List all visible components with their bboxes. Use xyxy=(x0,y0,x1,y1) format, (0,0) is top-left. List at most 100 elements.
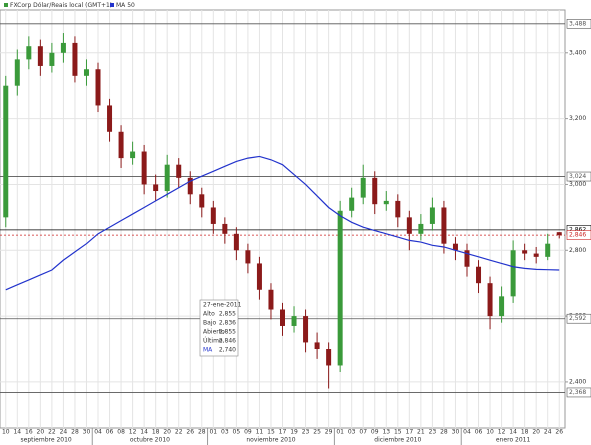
candle-body xyxy=(130,151,136,159)
x-tick-label: 14 xyxy=(509,429,517,436)
x-tick-label: 15 xyxy=(267,429,275,436)
candle-body xyxy=(326,349,332,366)
month-label: septiembre 2010 xyxy=(21,437,72,444)
x-tick-label: 28 xyxy=(198,429,206,436)
y-tick-label: 3,000 xyxy=(569,181,586,188)
month-label: enero 2011 xyxy=(496,437,531,444)
x-tick-label: 01 xyxy=(209,429,217,436)
candle-body xyxy=(83,69,89,76)
candle-body xyxy=(37,46,43,66)
month-label: octubre 2010 xyxy=(130,437,170,444)
candle-body xyxy=(441,207,447,244)
candle-body xyxy=(303,316,309,343)
candle-body xyxy=(164,164,170,192)
tooltip-key: Último xyxy=(203,338,223,345)
candle-body xyxy=(395,200,401,218)
x-tick-label: 17 xyxy=(406,429,414,436)
x-tick-label: 11 xyxy=(256,429,264,436)
candle-body xyxy=(141,151,147,185)
x-tick-label: 12 xyxy=(498,429,506,436)
y-tick-label: 2,800 xyxy=(569,247,586,254)
reference-label-box xyxy=(566,313,591,324)
candle-body xyxy=(3,85,9,218)
x-tick-label: 20 xyxy=(163,429,171,436)
candle-body xyxy=(60,42,66,53)
candle-body xyxy=(337,210,343,366)
x-tick-label: 22 xyxy=(175,429,183,436)
x-tick-label: 26 xyxy=(555,429,563,436)
reference-label-box xyxy=(566,387,591,398)
candle-body xyxy=(418,223,424,234)
x-tick-label: 03 xyxy=(221,429,229,436)
x-tick-label: 14 xyxy=(140,429,148,436)
candle-body xyxy=(349,197,355,211)
tooltip-key: Bajo xyxy=(203,320,216,327)
x-tick-label: 30 xyxy=(83,429,91,436)
candle-body xyxy=(107,105,113,132)
reference-label: 2,368 xyxy=(569,389,586,396)
candle-body xyxy=(314,342,320,350)
candle-body xyxy=(533,253,539,257)
candle-body xyxy=(153,184,159,192)
candle-body xyxy=(210,207,216,224)
x-tick-label: 09 xyxy=(371,429,379,436)
x-tick-label: 20 xyxy=(37,429,45,436)
x-tick-label: 29 xyxy=(325,429,333,436)
x-tick-label: 16 xyxy=(25,429,33,436)
tooltip-value: 2,846 xyxy=(219,338,236,345)
candle-body xyxy=(476,266,482,284)
tooltip-value: 2,740 xyxy=(219,347,236,354)
candle-body xyxy=(545,243,551,257)
x-tick-label: 08 xyxy=(117,429,125,436)
x-tick-label: 03 xyxy=(348,429,356,436)
candle-body xyxy=(522,250,528,254)
y-tick-label: 2,400 xyxy=(569,378,586,385)
candle-body xyxy=(187,177,193,195)
x-tick-label: 12 xyxy=(129,429,137,436)
candle-body xyxy=(245,250,251,264)
x-tick-label: 20 xyxy=(532,429,540,436)
x-tick-label: 04 xyxy=(463,429,471,436)
candle-body xyxy=(464,250,470,267)
legend-swatch xyxy=(4,3,8,7)
candle-body xyxy=(72,42,78,76)
x-tick-label: 06 xyxy=(106,429,114,436)
x-tick-label: 28 xyxy=(71,429,79,436)
tooltip-box xyxy=(199,299,239,357)
x-tick-label: 24 xyxy=(60,429,68,436)
candle-body xyxy=(556,232,562,236)
reference-label: 2,862 xyxy=(569,226,586,233)
candle-body xyxy=(222,223,228,234)
reference-label: 2,592 xyxy=(569,315,586,322)
y-tick-label: 3,400 xyxy=(569,49,586,56)
candle-body xyxy=(406,217,412,234)
reference-label: 3,024 xyxy=(569,173,586,180)
tooltip-key: Abierto xyxy=(203,329,225,336)
x-tick-label: 09 xyxy=(244,429,252,436)
tooltip-key: Alto xyxy=(203,311,215,318)
candle-body xyxy=(26,46,32,60)
candle-body xyxy=(291,316,297,326)
x-tick-label: 25 xyxy=(313,429,321,436)
x-tick-label: 05 xyxy=(233,429,241,436)
reference-label-box xyxy=(566,19,591,29)
candle-body xyxy=(14,59,20,86)
x-tick-label: 19 xyxy=(290,429,298,436)
x-tick-label: 28 xyxy=(440,429,448,436)
x-tick-label: 10 xyxy=(2,429,10,436)
x-tick-label: 22 xyxy=(48,429,56,436)
tooltip-value: 2,855 xyxy=(219,311,236,318)
candle-body xyxy=(383,200,389,205)
legend-swatch xyxy=(110,3,114,7)
reference-label: 3,488 xyxy=(569,20,586,27)
candle-body xyxy=(280,309,285,326)
candle-body xyxy=(95,69,101,106)
candle-body xyxy=(256,263,262,290)
x-tick-label: 14 xyxy=(13,429,21,436)
x-tick-label: 18 xyxy=(521,429,529,436)
x-tick-label: 26 xyxy=(186,429,194,436)
x-tick-label: 18 xyxy=(152,429,160,436)
ma-line xyxy=(5,155,560,291)
